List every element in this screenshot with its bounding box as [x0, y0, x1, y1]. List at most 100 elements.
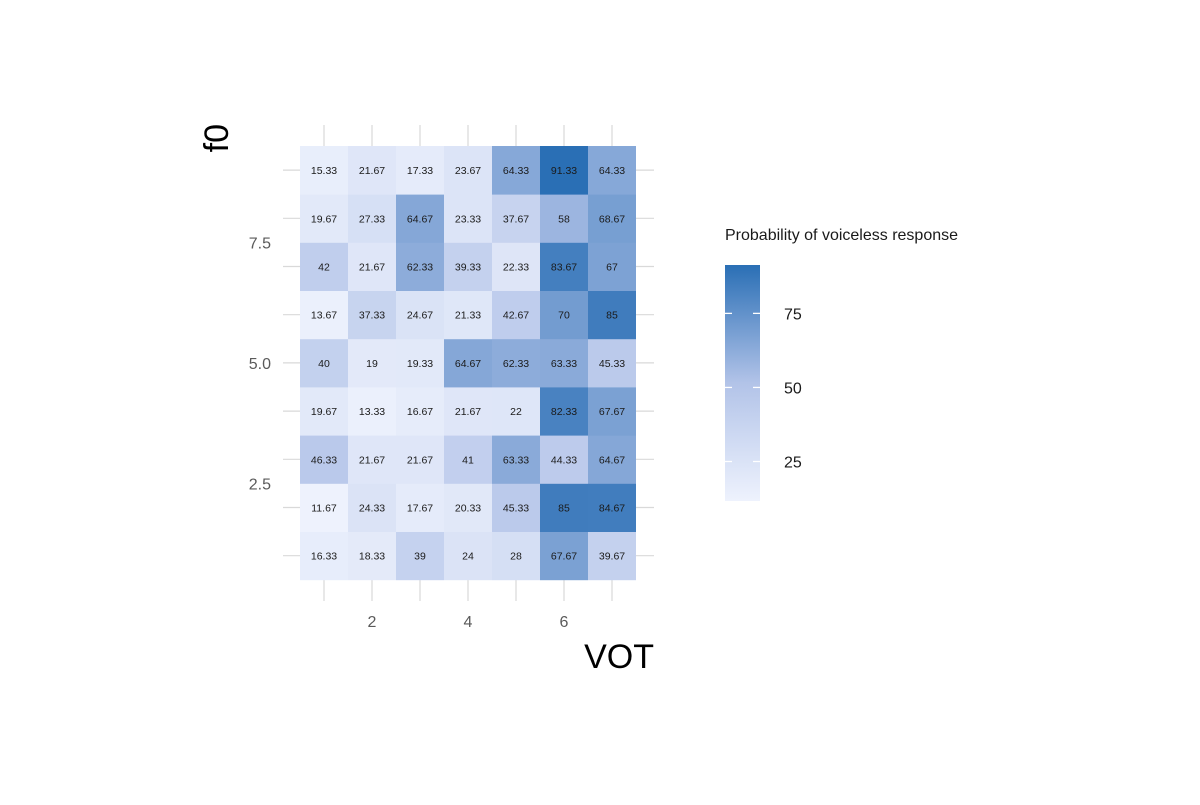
- y-tick-label: 2.5: [249, 476, 271, 493]
- cell-value-label: 11.67: [311, 503, 337, 515]
- heatmap-cell: [300, 242, 348, 291]
- heatmap-cell: [588, 531, 636, 581]
- heatmap-cell: [540, 194, 588, 243]
- heatmap-cell: [540, 483, 588, 532]
- heatmap-cell: [540, 290, 588, 340]
- cell-value-label: 16.33: [311, 551, 337, 563]
- cell-value-label: 21.67: [407, 454, 433, 466]
- heatmap-cell: [492, 531, 540, 581]
- cell-value-label: 41: [462, 454, 474, 466]
- cell-value-label: 22.33: [503, 262, 529, 274]
- heatmap-cell: [540, 146, 588, 195]
- heatmap-cell: [588, 387, 636, 436]
- cell-value-label: 13.67: [311, 310, 337, 322]
- heatmap-cell: [348, 242, 396, 291]
- heatmap-cell: [396, 194, 444, 243]
- cell-value-label: 64.33: [599, 165, 625, 177]
- cell-value-label: 21.67: [455, 406, 481, 418]
- heatmap-cell: [588, 338, 636, 388]
- x-tick-label: 4: [464, 614, 473, 631]
- heatmap-cell: [396, 483, 444, 532]
- cell-value-label: 44.33: [551, 454, 577, 466]
- cell-value-label: 68.67: [599, 213, 625, 225]
- heatmap-cell: [444, 290, 492, 340]
- cell-value-label: 23.33: [455, 213, 481, 225]
- heatmap-cell: [492, 338, 540, 388]
- heatmap-cell: [540, 338, 588, 388]
- heatmap-cell: [300, 290, 348, 340]
- cell-value-label: 13.33: [359, 406, 385, 418]
- axis-layer: VOT f0 2 4 62.55.07.5: [198, 124, 654, 676]
- cell-label-layer: 16.33 18.33 39 24 28 67.67 39.67 11.67 24.33 17.6…: [311, 165, 625, 563]
- heatmap-cell: [300, 387, 348, 436]
- heatmap-cell: [444, 194, 492, 243]
- legend-title: Probability of voiceless response: [725, 227, 958, 244]
- legend-break-label: 25: [784, 455, 802, 472]
- cell-value-label: 39.33: [455, 262, 481, 274]
- cell-value-label: 82.33: [551, 406, 577, 418]
- heatmap-cell: [588, 242, 636, 291]
- cell-value-label: 45.33: [503, 503, 529, 515]
- cell-value-label: 19.33: [407, 358, 433, 370]
- heatmap-cell: [348, 483, 396, 532]
- heatmap-cell: [348, 146, 396, 195]
- heatmap-cell: [444, 242, 492, 291]
- heatmap-cell: [588, 194, 636, 243]
- heatmap-cell: [492, 435, 540, 484]
- cell-value-label: 16.67: [407, 406, 433, 418]
- cell-value-label: 85: [606, 310, 618, 322]
- heatmap-cell: [396, 146, 444, 195]
- heatmap-cell: [396, 531, 444, 581]
- cell-value-label: 21.33: [455, 310, 481, 322]
- cell-value-label: 46.33: [311, 454, 337, 466]
- heatmap-cell: [396, 242, 444, 291]
- cell-value-label: 24: [462, 551, 474, 563]
- heatmap-cell: [444, 435, 492, 484]
- cell-value-label: 83.67: [551, 262, 577, 274]
- heatmap-cell: [540, 387, 588, 436]
- heatmap-cell: [540, 242, 588, 291]
- cell-value-label: 58: [558, 213, 570, 225]
- cell-value-label: 85: [558, 503, 570, 515]
- cell-value-label: 42: [318, 262, 330, 274]
- heatmap-cell: [348, 387, 396, 436]
- heatmap-cell: [492, 483, 540, 532]
- cell-value-label: 39.67: [599, 551, 625, 563]
- cell-value-label: 17.67: [407, 503, 433, 515]
- heatmap-cell: [396, 290, 444, 340]
- heatmap-cell: [348, 531, 396, 581]
- x-tick-label: 6: [560, 614, 569, 631]
- heatmap-cell: [300, 435, 348, 484]
- heatmap-cell: [492, 387, 540, 436]
- legend-break-label: 75: [784, 306, 802, 323]
- cell-value-label: 64.33: [503, 165, 529, 177]
- cell-value-label: 21.67: [359, 454, 385, 466]
- heatmap-cell: [540, 531, 588, 581]
- x-tick-label: 2: [368, 614, 377, 631]
- heatmap-cell: [348, 290, 396, 340]
- cell-value-label: 63.33: [551, 358, 577, 370]
- heatmap-cell: [444, 483, 492, 532]
- y-tick-label: 7.5: [249, 235, 271, 252]
- heatmap-cell: [300, 194, 348, 243]
- cell-value-label: 45.33: [599, 358, 625, 370]
- cell-value-label: 39: [414, 551, 426, 563]
- cell-value-label: 17.33: [407, 165, 433, 177]
- cell-value-label: 64.67: [407, 213, 433, 225]
- cell-value-label: 67: [606, 262, 618, 274]
- heatmap-cell: [588, 146, 636, 195]
- cell-value-label: 37.33: [359, 310, 385, 322]
- cell-value-label: 62.33: [503, 358, 529, 370]
- cell-value-label: 15.33: [311, 165, 337, 177]
- cell-value-label: 27.33: [359, 213, 385, 225]
- cell-value-label: 18.33: [359, 551, 385, 563]
- heatmap-cell: [540, 435, 588, 484]
- heatmap-cell: [396, 387, 444, 436]
- heatmap-cell: [300, 531, 348, 581]
- cell-value-label: 67.67: [551, 551, 577, 563]
- heatmap-cell: [588, 435, 636, 484]
- heatmap-cell: [492, 242, 540, 291]
- cell-value-label: 62.33: [407, 262, 433, 274]
- cell-value-label: 67.67: [599, 406, 625, 418]
- heatmap-cell: [444, 146, 492, 195]
